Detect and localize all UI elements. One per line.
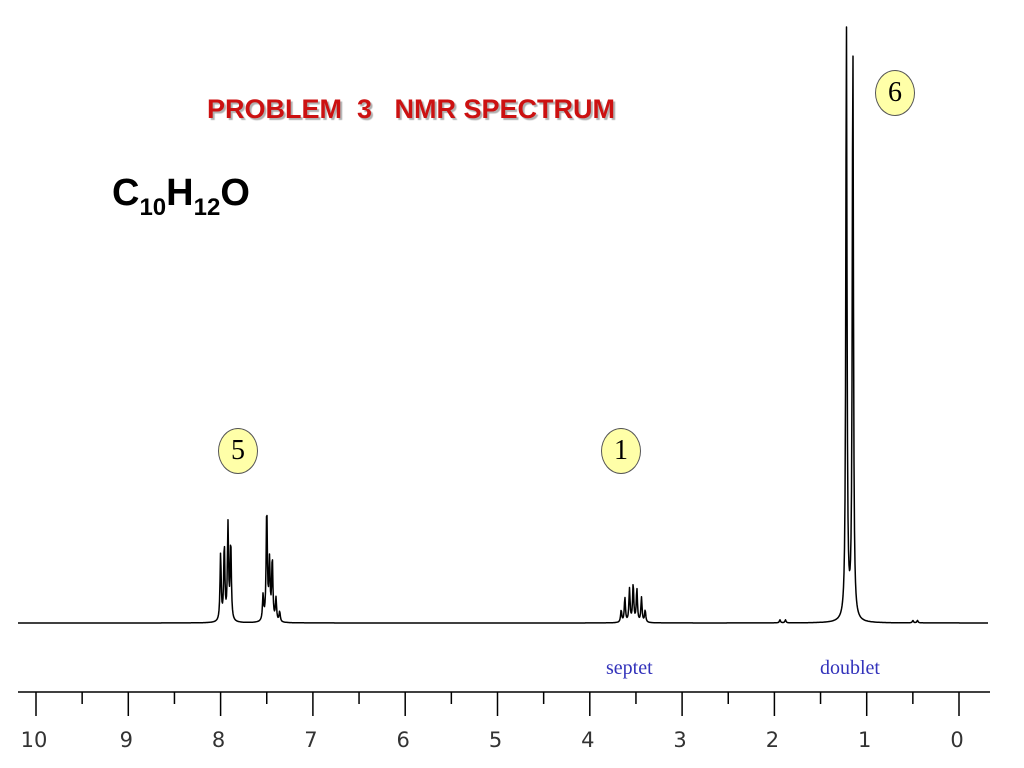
- integration-badge-methyl: 6: [875, 70, 915, 116]
- chart-title: PROBLEM 3 NMR SPECTRUM: [207, 94, 616, 124]
- formula-carbon: C: [112, 172, 140, 214]
- multiplicity-label-septet: septet: [606, 657, 653, 679]
- multiplicity-label-doublet: doublet: [820, 657, 880, 679]
- spectrum-trace: [17, 26, 989, 624]
- formula-oxygen: O: [220, 172, 250, 214]
- tick-label: 6: [397, 728, 410, 752]
- tick-label: 7: [304, 728, 317, 752]
- integration-badge-aromatic: 5: [218, 428, 258, 474]
- tick-label: 2: [766, 728, 779, 752]
- integration-value: 1: [614, 435, 628, 466]
- integration-value: 5: [231, 435, 245, 466]
- molecular-formula: C10H12O: [112, 172, 250, 220]
- x-axis-ticks: [35, 692, 960, 716]
- tick-label: 10: [21, 728, 48, 752]
- formula-hydrogen: H: [166, 172, 194, 214]
- tick-label: 4: [581, 728, 594, 752]
- integration-value: 6: [888, 77, 902, 108]
- tick-label: 0: [950, 728, 963, 752]
- tick-label: 5: [489, 728, 502, 752]
- formula-carbon-count: 10: [139, 194, 167, 221]
- integration-badge-methine: 1: [601, 428, 641, 474]
- tick-label: 8: [212, 728, 225, 752]
- formula-hydrogen-count: 12: [193, 194, 221, 221]
- tick-label: 1: [858, 728, 871, 752]
- tick-label: 3: [673, 728, 686, 752]
- x-axis-tick-labels: 10 9 8 7 6 5 4 3 2 1 0: [21, 728, 964, 752]
- tick-label: 9: [120, 728, 133, 752]
